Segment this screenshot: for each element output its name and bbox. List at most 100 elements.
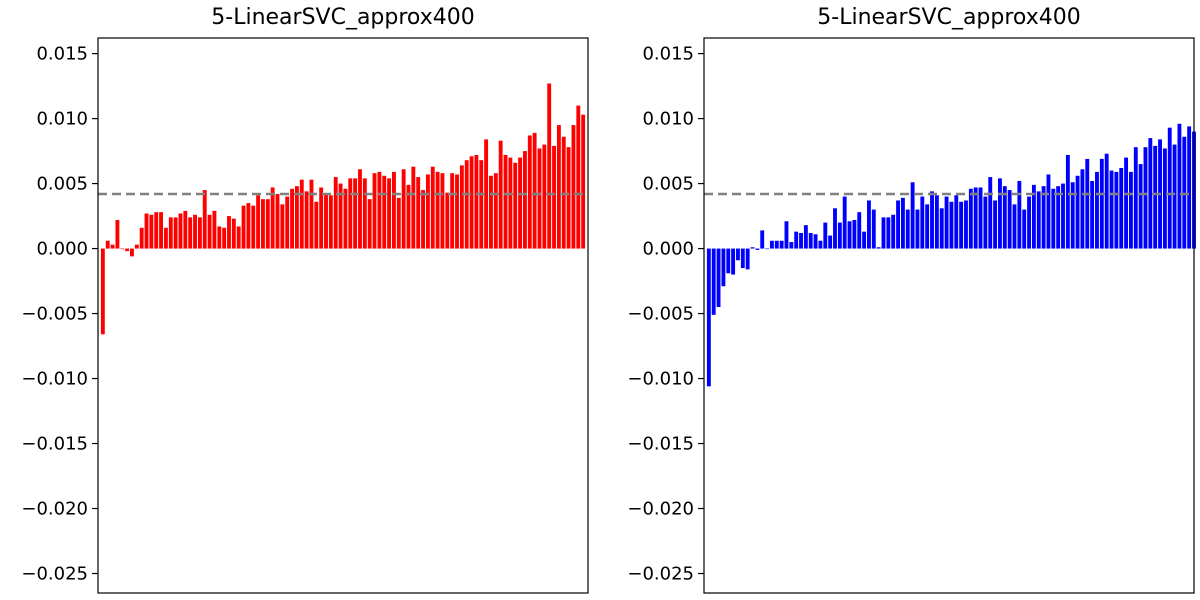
bar [823,222,828,249]
bar [231,218,236,249]
bar [930,191,934,249]
bar [464,160,469,249]
bar [1046,174,1051,249]
bar [1056,186,1061,249]
bar [1153,145,1158,249]
bar [309,179,314,249]
bar [1070,182,1075,249]
bar [731,248,736,275]
bar [542,144,547,249]
bar [794,231,799,249]
bar [857,212,862,249]
bar [130,248,134,257]
bar [716,248,721,308]
bar [532,132,537,249]
bar [1109,170,1114,249]
bar [183,210,188,249]
bar [552,145,556,249]
bar [1119,167,1124,249]
bar [290,188,294,249]
y-tick-label: −0.025 [21,564,88,585]
y-tick-label: −0.005 [21,304,88,325]
bar [1138,164,1143,249]
bar [430,166,435,249]
bar [144,213,149,249]
bar [1162,148,1167,249]
bar [886,217,891,249]
bar [207,214,212,249]
bar [1133,147,1138,249]
bar [173,217,178,249]
y-tick-label: 0.005 [36,174,88,195]
bar [1090,180,1095,249]
bar [968,188,973,249]
bar [1095,171,1099,249]
bar [755,248,760,250]
bar [881,217,886,249]
bar [1002,186,1007,249]
bar [949,201,954,249]
bar [818,240,823,249]
y-tick-label: −0.010 [21,369,88,390]
bar [721,248,726,287]
bar [1167,127,1172,249]
bar [1061,183,1065,249]
bar [813,234,818,249]
bar [765,248,770,250]
bar [706,248,711,387]
bar [513,162,518,249]
chart-title: 5-LinearSVC_approx400 [211,5,474,30]
bar [876,247,881,249]
bar [125,248,130,252]
bar [1172,144,1177,249]
bar [1143,147,1148,249]
bar [149,214,154,249]
y-tick-label: 0.015 [642,44,694,65]
bar [1080,169,1085,249]
bar [110,244,115,249]
bar [561,136,566,249]
bar [1085,158,1090,249]
bar [367,199,372,249]
bar [1099,158,1104,249]
bar [100,248,105,335]
bar [1051,188,1056,249]
bar [711,248,716,315]
bar [769,240,774,249]
bar [304,191,309,249]
bar [1182,136,1187,249]
axes-frame [97,37,589,594]
bar [435,171,440,249]
bar [241,205,246,249]
bar [964,200,968,249]
bar [1036,191,1041,249]
bar [382,175,387,249]
bar [115,219,120,249]
bar [998,178,1002,249]
chart-title: 5-LinearSVC_approx400 [817,5,1080,30]
y-tick-label: −0.015 [627,434,694,455]
bar [954,195,959,249]
bar [571,125,576,249]
bar [139,227,144,249]
bar [406,184,411,249]
bar [503,154,508,249]
bar [396,197,401,249]
bar [750,247,755,249]
bar [217,226,222,249]
bar [212,210,217,249]
bar [202,190,207,249]
bar [508,157,513,249]
bar [1187,126,1192,249]
bar [1075,175,1080,249]
bar [1017,180,1022,249]
bar [188,217,193,249]
bar [1022,209,1027,249]
bar [328,195,333,249]
bar [280,204,285,249]
bar [828,235,833,249]
bar [440,173,445,249]
bar [959,201,964,249]
bar [193,214,197,249]
